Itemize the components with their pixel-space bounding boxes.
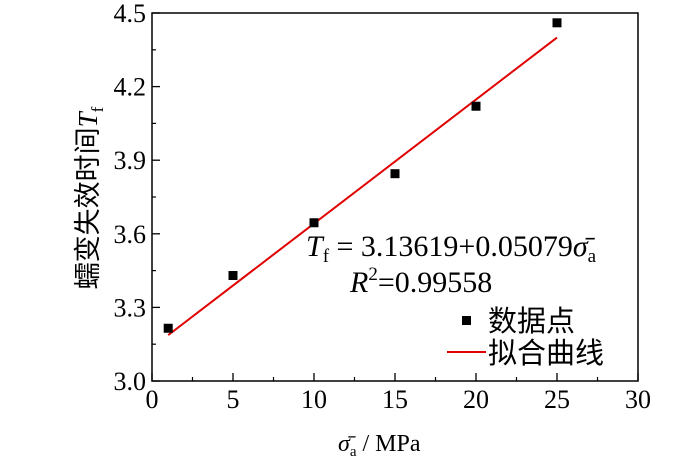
y-tick-label: 3.6	[114, 220, 147, 249]
tick-labels: 0 5 10 15 20 25 30 3.0 3.3 3.6 3.9 4.2 4.5	[114, 0, 652, 414]
x-tick-label: 10	[301, 385, 327, 414]
legend-label-points: 数据点	[488, 305, 575, 338]
y-tick-label: 3.3	[114, 293, 147, 322]
y-axis-label-symbol: T	[73, 110, 103, 127]
fit-r-squared: R2=0.99558	[349, 264, 492, 299]
x-axis-label: σ̄a / MPa	[338, 431, 421, 460]
y-tick-label: 3.0	[114, 367, 147, 396]
data-point	[390, 169, 400, 179]
x-tick-label: 25	[544, 385, 570, 414]
y-axis-label-subscript: f	[88, 106, 107, 112]
data-point	[552, 18, 562, 28]
x-tick-label: 0	[146, 385, 159, 414]
x-tick-label: 30	[625, 385, 651, 414]
legend: 数据点 拟合曲线	[447, 305, 604, 370]
data-point	[228, 271, 238, 281]
y-axis-label-text: 蠕变失效时间	[73, 127, 103, 289]
x-axis-label-subscript: a	[350, 444, 357, 460]
x-tick-label: 5	[227, 385, 240, 414]
fit-equation-symbol: T	[306, 230, 325, 263]
fit-equation-subscript: f	[323, 246, 330, 267]
fit-line	[167, 36, 558, 336]
fit-equation-annotation: Tf = 3.13619+0.05079σ̄a R2=0.99558	[306, 230, 597, 299]
fit-equation-body: = 3.13619+0.05079	[329, 230, 573, 263]
fit-equation: Tf = 3.13619+0.05079σ̄a	[306, 230, 597, 267]
y-tick-label: 3.9	[114, 146, 147, 175]
x-axis-label-unit: / MPa	[357, 431, 421, 457]
axis-ticks	[151, 12, 639, 382]
data-point	[309, 218, 319, 228]
r-squared-exponent: 2	[368, 264, 378, 285]
data-point	[471, 101, 481, 111]
y-axis-label: 蠕变失效时间Tf	[73, 106, 107, 289]
r-squared-symbol: R	[349, 266, 368, 299]
x-tick-label: 15	[382, 385, 408, 414]
legend-label-line: 拟合曲线	[488, 337, 604, 370]
x-tick-label: 20	[463, 385, 489, 414]
r-squared-value: =0.99558	[378, 266, 492, 299]
legend-marker-points	[462, 316, 471, 325]
fit-equation-variable-subscript: a	[588, 246, 597, 267]
y-tick-label: 4.5	[114, 0, 147, 28]
y-tick-label: 4.2	[114, 73, 147, 102]
series-layer	[163, 18, 562, 336]
data-point	[163, 323, 173, 333]
